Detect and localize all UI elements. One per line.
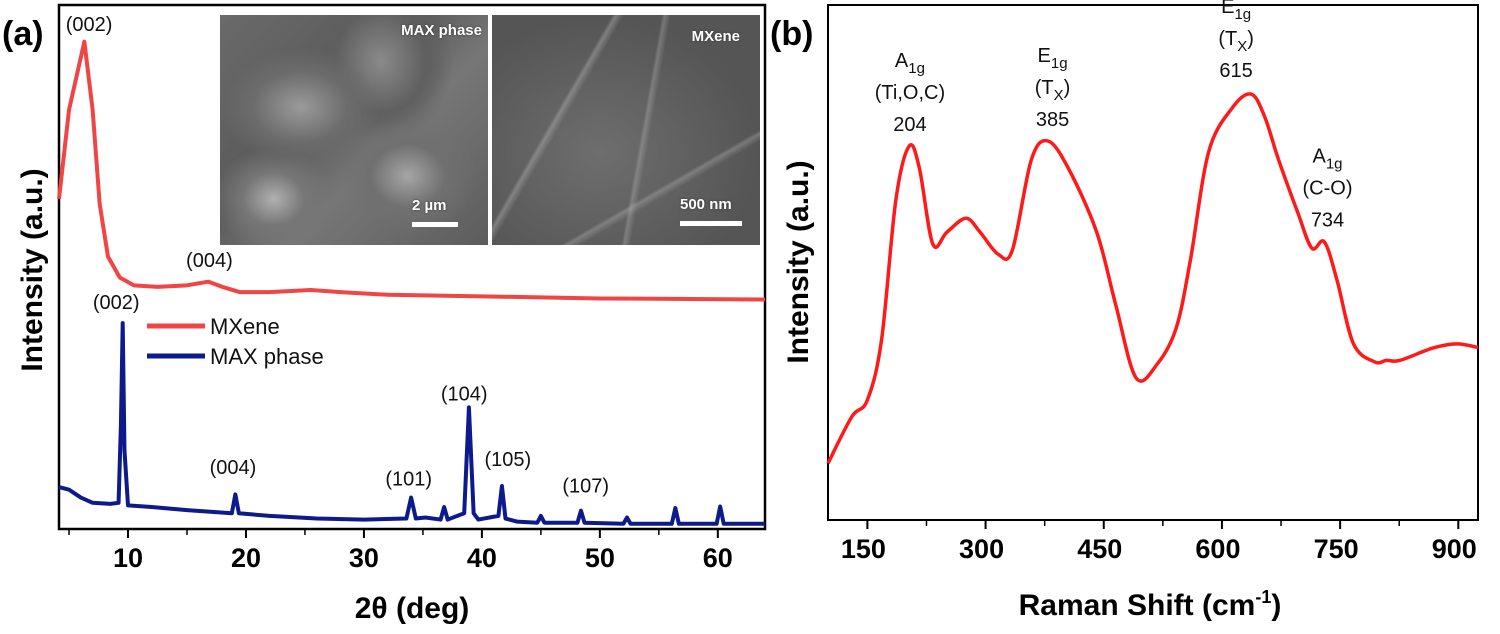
x-tick-label: 900 bbox=[1432, 534, 1477, 564]
x-tick-label: 60 bbox=[703, 543, 733, 573]
inset-label-mxene: MXene bbox=[691, 28, 740, 45]
scale-bar-2um bbox=[412, 222, 458, 227]
peak-label: (104) bbox=[441, 384, 488, 406]
peak-label: (004) bbox=[186, 250, 233, 272]
x-tick-label: 20 bbox=[231, 543, 261, 573]
peak-label: (002) bbox=[66, 14, 113, 36]
legend-label-max-phase: MAX phase bbox=[210, 344, 324, 369]
x-tick-label: 10 bbox=[113, 543, 143, 573]
panel-a-xrd: (a) 10 20 30 40 50 60 (002) (004) (002) (004) (10… bbox=[2, 3, 767, 625]
x-tick-label: 40 bbox=[467, 543, 497, 573]
legend-label-mxene: MXene bbox=[210, 314, 280, 339]
mode-label: A1g bbox=[1312, 145, 1342, 172]
panel-a-frame bbox=[57, 3, 767, 531]
assignment-label: (C-O) bbox=[1303, 177, 1353, 199]
panel-a-y-axis-title: Intensity (a.u.) bbox=[16, 168, 49, 371]
raman-peak-label: E1g (TX) 615 bbox=[1218, 0, 1254, 82]
mode-label: E1g bbox=[1038, 45, 1068, 72]
scale-bar-500nm bbox=[680, 221, 742, 226]
sem-inset-max-phase: MAX phase 2 µm bbox=[220, 15, 488, 245]
peak-label: (107) bbox=[562, 475, 609, 497]
wavenumber-label: 385 bbox=[1036, 109, 1069, 131]
scale-bar-label-500nm: 500 nm bbox=[680, 196, 732, 213]
panel-b-label: (b) bbox=[770, 15, 813, 53]
raman-peak-label: A1g (C-O) 734 bbox=[1303, 145, 1353, 231]
wavenumber-label: 204 bbox=[893, 114, 926, 136]
x-tick-label: 50 bbox=[585, 543, 615, 573]
panel-b-annotations: A1g (Ti,O,C) 204 E1g (TX) 385 E1g (TX) 615 A1g (C-… bbox=[875, 0, 1353, 231]
scale-bar-label-2um: 2 µm bbox=[412, 197, 447, 214]
series-line-max-phase bbox=[58, 321, 765, 526]
panel-b-x-axis-title: Raman Shift (cm-1) bbox=[1019, 587, 1282, 622]
series-line-mxene bbox=[57, 39, 766, 302]
mode-label: A1g bbox=[895, 50, 925, 77]
panel-a-series bbox=[57, 39, 766, 526]
x-tick-label: 30 bbox=[349, 543, 379, 573]
panel-b-x-ticks: 150 300 450 600 750 900 bbox=[841, 520, 1477, 564]
peak-label: (101) bbox=[385, 469, 432, 491]
x-tick-label: 300 bbox=[959, 534, 1004, 564]
sem-inset-mxene: MXene 500 nm bbox=[492, 15, 760, 245]
panel-b-frame bbox=[827, 4, 1479, 521]
raman-peak-label: A1g (Ti,O,C) 204 bbox=[875, 50, 945, 136]
peak-label: (004) bbox=[210, 457, 257, 479]
peak-label: (002) bbox=[93, 292, 140, 314]
series-line-raman bbox=[826, 92, 1479, 465]
panel-a-annotations: (002) (004) (002) (004) (101) (104) (105) (107) bbox=[66, 14, 609, 497]
assignment-label: (Ti,O,C) bbox=[875, 82, 945, 104]
x-tick-label: 450 bbox=[1077, 534, 1122, 564]
assignment-label: (TX) bbox=[1035, 77, 1071, 104]
wavenumber-label: 734 bbox=[1311, 209, 1344, 231]
x-tick-label: 600 bbox=[1195, 534, 1240, 564]
x-tick-label: 150 bbox=[841, 534, 886, 564]
panel-a-x-ticks: 10 20 30 40 50 60 bbox=[68, 529, 733, 573]
raman-peak-label: E1g (TX) 385 bbox=[1035, 45, 1071, 131]
inset-label-max-phase: MAX phase bbox=[401, 22, 482, 39]
panel-a-label: (a) bbox=[2, 15, 44, 53]
legend: MXene MAX phase bbox=[147, 314, 324, 369]
panel-b-series bbox=[826, 92, 1479, 465]
panel-a-x-axis-title: 2θ (deg) bbox=[355, 592, 470, 625]
wavenumber-label: 615 bbox=[1219, 60, 1252, 82]
mode-label: E1g bbox=[1221, 0, 1251, 23]
panel-b-y-axis-title: Intensity (a.u.) bbox=[782, 160, 815, 363]
x-tick-label: 750 bbox=[1314, 534, 1359, 564]
peak-label: (105) bbox=[484, 449, 531, 471]
panel-b-raman: (b) 150 300 450 600 750 900 A1g (Ti,O,C) 204 E1g… bbox=[770, 0, 1479, 622]
assignment-label: (TX) bbox=[1218, 28, 1254, 55]
